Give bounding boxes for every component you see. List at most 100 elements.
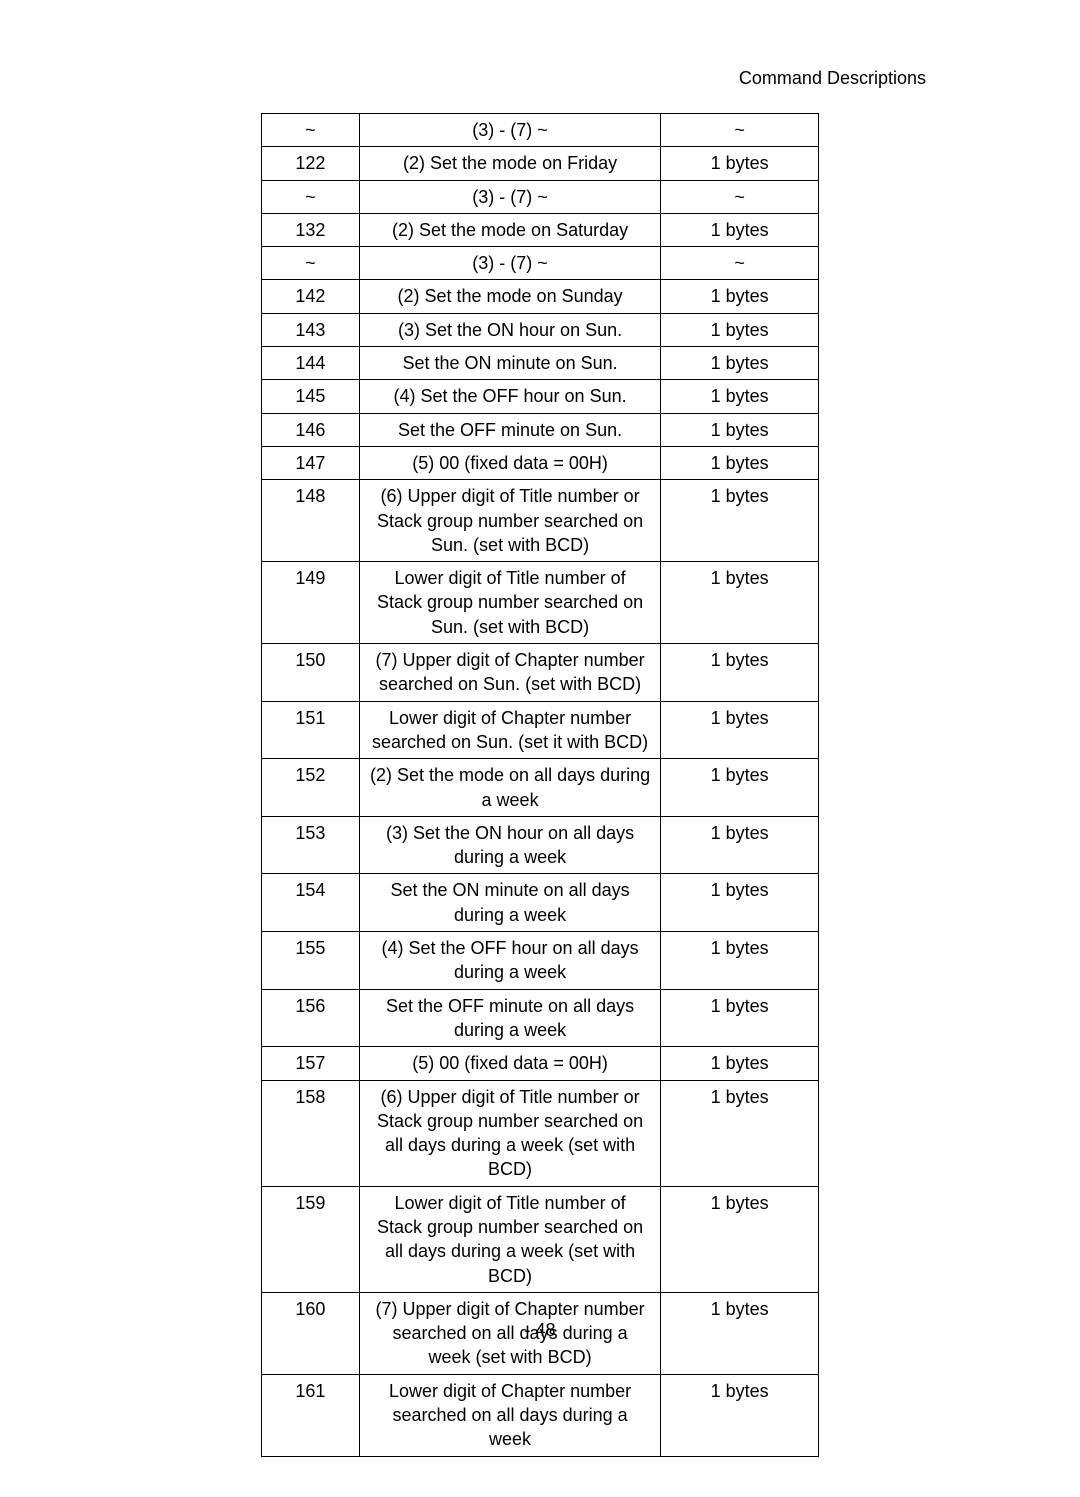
cell-c1: 143 bbox=[262, 313, 360, 346]
page-number: - 48 bbox=[0, 1320, 1080, 1341]
cell-c2: Set the ON minute on all days during a w… bbox=[359, 874, 660, 932]
cell-c1: 149 bbox=[262, 562, 360, 644]
command-table: ~(3) - (7) ~~ 122(2) Set the mode on Fri… bbox=[261, 113, 819, 1457]
cell-c1: 159 bbox=[262, 1186, 360, 1292]
cell-c3: 1 bytes bbox=[661, 816, 819, 874]
cell-c2: (2) Set the mode on Friday bbox=[359, 147, 660, 180]
table-row: 147(5) 00 (fixed data = 00H)1 bytes bbox=[262, 446, 819, 479]
cell-c3: 1 bytes bbox=[661, 446, 819, 479]
table-row: 145(4) Set the OFF hour on Sun.1 bytes bbox=[262, 380, 819, 413]
cell-c2: Lower digit of Title number of Stack gro… bbox=[359, 1186, 660, 1292]
cell-c3: 1 bytes bbox=[661, 1047, 819, 1080]
cell-c3: 1 bytes bbox=[661, 480, 819, 562]
cell-c1: 152 bbox=[262, 759, 360, 817]
table-row: ~(3) - (7) ~~ bbox=[262, 247, 819, 280]
cell-c1: 122 bbox=[262, 147, 360, 180]
cell-c2: (3) - (7) ~ bbox=[359, 180, 660, 213]
cell-c2: (2) Set the mode on Saturday bbox=[359, 213, 660, 246]
cell-c3: 1 bytes bbox=[661, 380, 819, 413]
cell-c3: 1 bytes bbox=[661, 759, 819, 817]
cell-c2: (2) Set the mode on all days during a we… bbox=[359, 759, 660, 817]
cell-c2: (3) - (7) ~ bbox=[359, 114, 660, 147]
cell-c2: Lower digit of Chapter number searched o… bbox=[359, 1374, 660, 1456]
cell-c3: 1 bytes bbox=[661, 413, 819, 446]
cell-c3: ~ bbox=[661, 180, 819, 213]
cell-c1: 150 bbox=[262, 644, 360, 702]
table-row: 149Lower digit of Title number of Stack … bbox=[262, 562, 819, 644]
cell-c2: (5) 00 (fixed data = 00H) bbox=[359, 1047, 660, 1080]
table-body: ~(3) - (7) ~~ 122(2) Set the mode on Fri… bbox=[262, 114, 819, 1457]
table-row: 155(4) Set the OFF hour on all days duri… bbox=[262, 932, 819, 990]
cell-c2: (3) Set the ON hour on all days during a… bbox=[359, 816, 660, 874]
cell-c1: 142 bbox=[262, 280, 360, 313]
cell-c1: 151 bbox=[262, 701, 360, 759]
cell-c1: 157 bbox=[262, 1047, 360, 1080]
cell-c1: 145 bbox=[262, 380, 360, 413]
cell-c1: 146 bbox=[262, 413, 360, 446]
page-content: Command Descriptions ~(3) - (7) ~~ 122(2… bbox=[0, 0, 1080, 1497]
cell-c3: 1 bytes bbox=[661, 932, 819, 990]
table-row: 153(3) Set the ON hour on all days durin… bbox=[262, 816, 819, 874]
cell-c3: ~ bbox=[661, 247, 819, 280]
cell-c2: (4) Set the OFF hour on Sun. bbox=[359, 380, 660, 413]
table-row: 158(6) Upper digit of Title number or St… bbox=[262, 1080, 819, 1186]
cell-c2: (3) Set the ON hour on Sun. bbox=[359, 313, 660, 346]
table-row: 148(6) Upper digit of Title number or St… bbox=[262, 480, 819, 562]
cell-c3: 1 bytes bbox=[661, 147, 819, 180]
cell-c2: (6) Upper digit of Title number or Stack… bbox=[359, 480, 660, 562]
cell-c3: 1 bytes bbox=[661, 874, 819, 932]
cell-c3: 1 bytes bbox=[661, 1080, 819, 1186]
table-row: 151Lower digit of Chapter number searche… bbox=[262, 701, 819, 759]
cell-c1: ~ bbox=[262, 114, 360, 147]
cell-c1: 155 bbox=[262, 932, 360, 990]
cell-c3: ~ bbox=[661, 114, 819, 147]
cell-c3: 1 bytes bbox=[661, 644, 819, 702]
table-row: 156Set the OFF minute on all days during… bbox=[262, 989, 819, 1047]
cell-c3: 1 bytes bbox=[661, 280, 819, 313]
table-row: 143(3) Set the ON hour on Sun.1 bytes bbox=[262, 313, 819, 346]
table-row: 157(5) 00 (fixed data = 00H)1 bytes bbox=[262, 1047, 819, 1080]
cell-c2: Set the ON minute on Sun. bbox=[359, 347, 660, 380]
cell-c1: 144 bbox=[262, 347, 360, 380]
table-row: 144Set the ON minute on Sun.1 bytes bbox=[262, 347, 819, 380]
cell-c3: 1 bytes bbox=[661, 313, 819, 346]
cell-c1: 153 bbox=[262, 816, 360, 874]
cell-c1: 147 bbox=[262, 446, 360, 479]
cell-c2: Lower digit of Title number of Stack gro… bbox=[359, 562, 660, 644]
table-row: ~(3) - (7) ~~ bbox=[262, 114, 819, 147]
cell-c3: 1 bytes bbox=[661, 1186, 819, 1292]
cell-c3: 1 bytes bbox=[661, 213, 819, 246]
cell-c1: 156 bbox=[262, 989, 360, 1047]
cell-c3: 1 bytes bbox=[661, 989, 819, 1047]
table-row: 150(7) Upper digit of Chapter number sea… bbox=[262, 644, 819, 702]
cell-c1: 148 bbox=[262, 480, 360, 562]
cell-c2: Lower digit of Chapter number searched o… bbox=[359, 701, 660, 759]
cell-c2: Set the OFF minute on all days during a … bbox=[359, 989, 660, 1047]
header-title: Command Descriptions bbox=[150, 68, 930, 89]
cell-c2: (2) Set the mode on Sunday bbox=[359, 280, 660, 313]
cell-c2: (5) 00 (fixed data = 00H) bbox=[359, 446, 660, 479]
cell-c3: 1 bytes bbox=[661, 701, 819, 759]
cell-c2: (4) Set the OFF hour on all days during … bbox=[359, 932, 660, 990]
table-row: 122(2) Set the mode on Friday1 bytes bbox=[262, 147, 819, 180]
cell-c1: ~ bbox=[262, 180, 360, 213]
table-row: 132(2) Set the mode on Saturday1 bytes bbox=[262, 213, 819, 246]
cell-c2: (3) - (7) ~ bbox=[359, 247, 660, 280]
cell-c2: (7) Upper digit of Chapter number search… bbox=[359, 644, 660, 702]
cell-c3: 1 bytes bbox=[661, 347, 819, 380]
table-row: 146Set the OFF minute on Sun.1 bytes bbox=[262, 413, 819, 446]
cell-c1: ~ bbox=[262, 247, 360, 280]
table-row: 159Lower digit of Title number of Stack … bbox=[262, 1186, 819, 1292]
table-row: 161Lower digit of Chapter number searche… bbox=[262, 1374, 819, 1456]
table-row: 154Set the ON minute on all days during … bbox=[262, 874, 819, 932]
cell-c3: 1 bytes bbox=[661, 562, 819, 644]
cell-c2: Set the OFF minute on Sun. bbox=[359, 413, 660, 446]
cell-c1: 161 bbox=[262, 1374, 360, 1456]
cell-c1: 158 bbox=[262, 1080, 360, 1186]
table-row: ~(3) - (7) ~~ bbox=[262, 180, 819, 213]
table-row: 152(2) Set the mode on all days during a… bbox=[262, 759, 819, 817]
cell-c3: 1 bytes bbox=[661, 1374, 819, 1456]
table-row: 142(2) Set the mode on Sunday1 bytes bbox=[262, 280, 819, 313]
cell-c1: 132 bbox=[262, 213, 360, 246]
cell-c1: 154 bbox=[262, 874, 360, 932]
